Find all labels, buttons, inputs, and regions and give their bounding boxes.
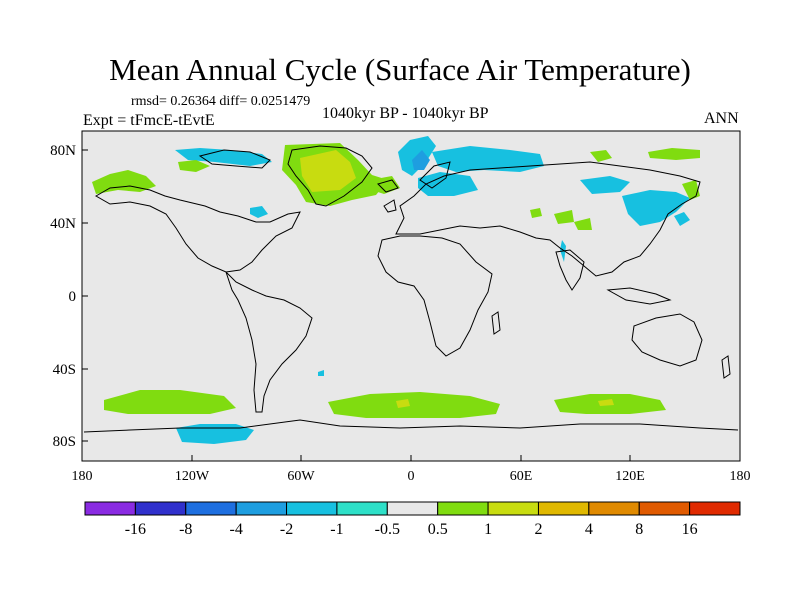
coast-madagascar [491,311,501,335]
axis-ticks [81,149,741,461]
anomaly-yukon [178,160,210,172]
lon-label: 60W [287,469,315,484]
colorbar-label: 8 [635,521,643,538]
colorbar-swatch [638,501,691,516]
anomaly-ross-sea [176,424,254,444]
anomaly-south-atlantic-core [396,399,410,408]
lon-label: 0 [408,469,415,484]
anomaly-south-indian-core [598,399,614,406]
colorbar-swatch [437,501,489,516]
lon-label: 180 [730,469,751,484]
latitude-labels: 80N 40N 0 40S 80S [50,143,76,450]
anomaly-patch-3 [574,218,592,230]
period-label: 1040kyr BP - 1040kyr BP [322,105,489,122]
coastlines [83,145,739,433]
colorbar-swatch [386,501,439,516]
colorbar-label: 0.5 [428,521,448,538]
anomaly-japan [674,212,690,226]
anomaly-barents [432,146,544,172]
lon-label: 120E [615,469,645,484]
coast-australia [631,313,703,367]
colorbar-label: -1 [330,521,343,538]
colorbar-swatch [84,501,136,516]
anomaly-south-atlantic [328,392,500,418]
coast-greenland [287,145,373,207]
colorbar-swatch [487,501,539,516]
anomaly-patch-2 [554,210,574,224]
experiment-line: Expt = tFmcE-tEvtE [83,112,215,129]
anomaly-svalbard-core [412,150,430,170]
anomaly-arctic-canada [175,148,272,166]
colorbar-swatch [286,501,338,516]
colorbar-label: -8 [179,521,192,538]
anomaly-atlantic-dot [318,370,324,376]
anomaly-greenland-core [300,150,356,192]
coast-iceland [377,179,399,193]
lat-label: 40S [53,362,76,378]
lon-label: 60E [510,469,533,484]
coast-new-zealand [721,355,731,379]
coast-india [555,249,585,291]
colorbar-label: 2 [534,521,542,538]
colorbar-swatch [588,501,640,516]
lat-label: 40N [50,216,76,232]
coast-eurasia [395,161,701,277]
lat-label: 80S [53,434,76,450]
colorbar-labels: -16 -8 -4 -2 -1 -0.5 0.5 1 2 4 8 16 [125,521,698,538]
anomaly-hudson [250,206,268,218]
anomaly-east-asia [622,190,690,226]
coast-indonesia [606,287,672,305]
anomaly-east-siberia [648,148,700,160]
colorbar-swatch [134,501,187,516]
longitude-labels: 180 120W 60W 0 60E 120E 180 [72,469,751,484]
anomaly-scandinavia [418,172,478,196]
colorbar-swatch [689,501,741,516]
anomaly-kamchatka [682,180,700,200]
anomaly-siberia [580,176,630,194]
coast-antarctica [83,419,739,433]
colorbar-swatch [185,501,237,516]
coast-africa [377,235,493,357]
lon-label: 120W [175,469,210,484]
colorbar-label: 1 [484,521,492,538]
lon-label: 180 [72,469,93,484]
anomaly-patch-1 [530,208,542,218]
colorbar-swatch [336,501,388,516]
colorbar-label: -2 [280,521,293,538]
anomaly-taymyr [590,150,612,162]
coast-arctic-islands [198,149,271,169]
stats-line: rmsd= 0.26364 diff= 0.0251479 [131,94,311,109]
colorbar [84,501,741,516]
colorbar-swatch [235,501,288,516]
colorbar-label: -4 [229,521,242,538]
coast-north-america [94,185,301,273]
coast-scandinavia [419,161,451,189]
lat-label: 80N [50,143,76,159]
coast-britain [383,199,397,213]
colorbar-label: 4 [585,521,593,538]
coast-south-america [225,271,313,413]
colorbar-label: -16 [125,521,146,538]
map-title: Mean Annual Cycle (Surface Air Temperatu… [109,52,691,87]
colorbar-swatch [537,501,590,516]
colorbar-label: 16 [682,521,698,538]
season-label: ANN [704,110,739,127]
lat-label: 0 [69,289,77,305]
anomaly-south-pacific [104,390,236,414]
colorbar-label: -0.5 [375,521,400,538]
